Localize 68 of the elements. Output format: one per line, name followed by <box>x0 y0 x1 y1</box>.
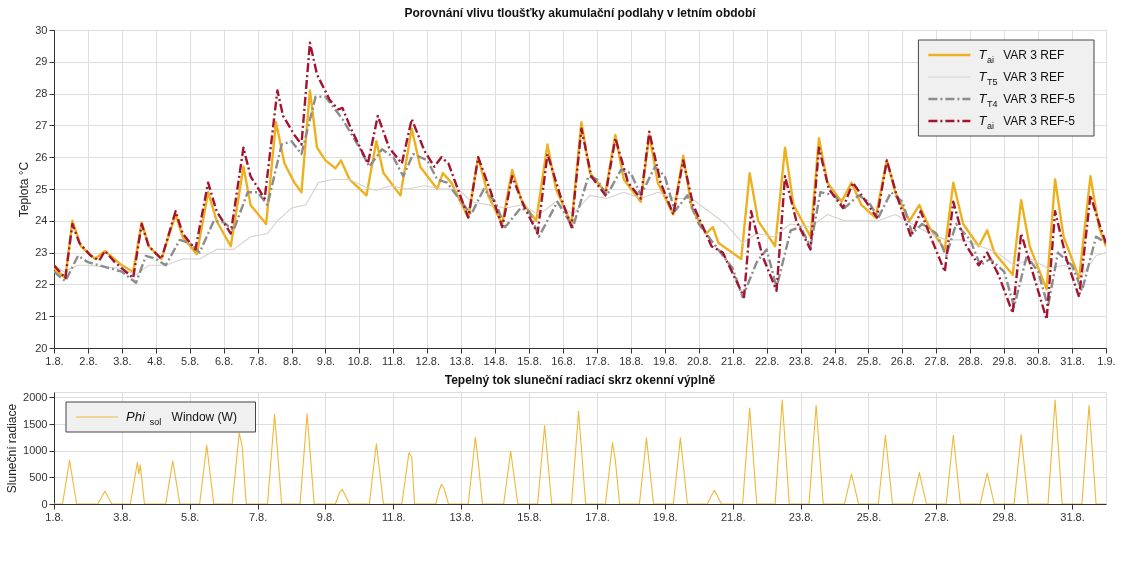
x-tick-label: 19.8. <box>653 510 678 523</box>
x-tick-label: 23.8. <box>788 510 814 523</box>
x-tick-label: 9.8. <box>316 510 336 523</box>
y-tick-label: 20 <box>35 341 48 354</box>
x-tick-label: 27.8. <box>924 510 950 523</box>
y-tick-label: 29 <box>35 55 48 68</box>
x-tick-label: 11.8. <box>382 354 406 367</box>
x-tick-label: 4.8. <box>147 354 166 367</box>
x-tick-label: 1.8. <box>45 354 64 367</box>
y-tick-label: 23 <box>35 246 48 259</box>
y-tick-label: 22 <box>35 277 48 290</box>
x-tick-label: 9.8. <box>316 354 336 367</box>
x-tick-label: 1.9. <box>1097 354 1116 367</box>
x-tick-label: 6.8. <box>215 354 234 367</box>
y-tick-label: 500 <box>29 470 48 483</box>
x-tick-label: 25.8. <box>856 510 882 523</box>
x-tick-label: 17.8. <box>585 510 610 523</box>
x-tick-label: 25.8. <box>856 354 882 367</box>
x-tick-label: 28.8. <box>958 354 983 367</box>
x-tick-label: 13.8. <box>449 354 474 367</box>
x-tick-label: 24.8. <box>822 354 848 367</box>
x-tick-label: 14.8. <box>483 354 508 367</box>
x-tick-label: 19.8. <box>653 354 678 367</box>
x-tick-label: 3.8. <box>113 510 132 523</box>
x-tick-label: 26.8. <box>890 354 916 367</box>
x-tick-label: 1.8. <box>45 510 64 523</box>
x-tick-label: 30.8. <box>1026 354 1051 367</box>
chart-title: Porovnání vlivu tloušťky akumulační podlahy v letním období <box>404 6 757 20</box>
x-tick-label: 7.8. <box>248 510 268 523</box>
y-axis-title: Sluneční radiace <box>5 403 20 494</box>
x-tick-label: 18.8. <box>619 354 644 367</box>
x-tick-label: 27.8. <box>924 354 950 367</box>
x-tick-label: 2.8. <box>79 354 98 367</box>
y-tick-label: 25 <box>35 182 48 195</box>
x-tick-label: 29.8. <box>992 354 1017 367</box>
x-tick-label: 8.8. <box>282 354 302 367</box>
y-tick-label: 2000 <box>23 390 48 403</box>
x-tick-label: 15.8. <box>517 354 542 367</box>
x-tick-label: 23.8. <box>788 354 814 367</box>
x-tick-label: 16.8. <box>551 354 576 367</box>
x-tick-label: 29.8. <box>992 510 1017 523</box>
x-tick-label: 20.8. <box>687 354 712 367</box>
x-tick-label: 12.8. <box>415 354 441 367</box>
x-tick-label: 10.8. <box>347 354 373 367</box>
y-tick-label: 28 <box>35 87 48 100</box>
x-tick-label: 21.8. <box>720 510 746 523</box>
y-tick-label: 0 <box>41 497 48 510</box>
x-tick-label: 5.8. <box>181 510 200 523</box>
x-tick-label: 15.8. <box>517 510 542 523</box>
x-tick-label: 13.8. <box>449 510 474 523</box>
y-tick-label: 21 <box>35 309 48 322</box>
x-tick-label: 11.8. <box>382 510 406 523</box>
x-tick-label: 31.8. <box>1060 354 1085 367</box>
x-tick-label: 22.8. <box>754 354 780 367</box>
y-tick-label: 30 <box>35 23 48 36</box>
x-tick-label: 31.8. <box>1060 510 1085 523</box>
x-tick-label: 17.8. <box>585 354 610 367</box>
y-tick-label: 1500 <box>23 417 48 430</box>
x-tick-label: 3.8. <box>113 354 132 367</box>
y-tick-label: 24 <box>35 214 48 227</box>
y-tick-label: 26 <box>35 150 48 163</box>
y-tick-label: 27 <box>35 118 48 131</box>
x-tick-label: 5.8. <box>181 354 200 367</box>
chart-title: Tepelný tok sluneční radiací skrz okenní výplně <box>444 373 716 388</box>
x-tick-label: 21.8. <box>720 354 746 367</box>
x-tick-label: 7.8. <box>248 354 268 367</box>
y-axis-title: Teplota °C <box>17 161 32 218</box>
y-tick-label: 1000 <box>23 444 48 457</box>
